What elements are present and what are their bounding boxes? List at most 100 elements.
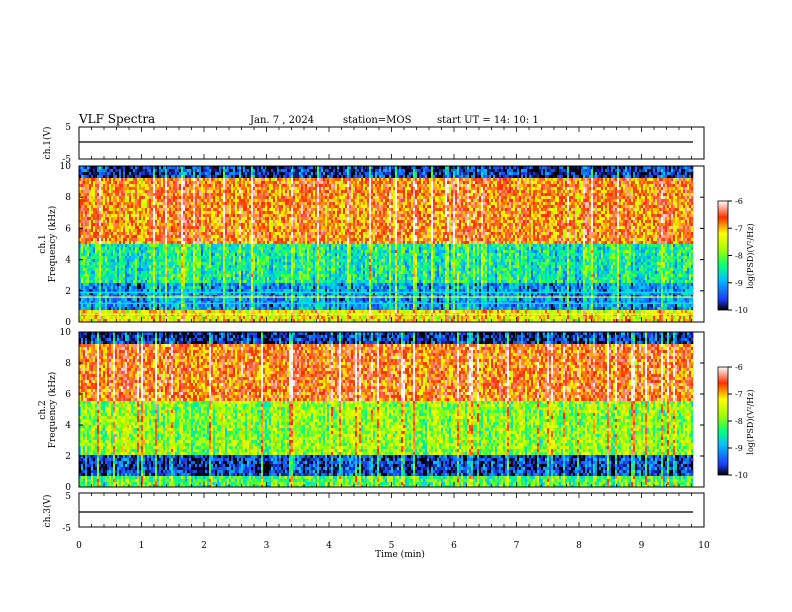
spectrogram-cell xyxy=(621,184,624,188)
spectrogram-cell xyxy=(487,190,490,194)
spectrogram-cell xyxy=(383,208,386,212)
spectrogram-cell xyxy=(135,190,138,194)
spectrogram-cell xyxy=(261,172,264,176)
spectrogram-cell xyxy=(93,178,96,182)
spectrogram-cell xyxy=(379,181,382,185)
spectrogram-cell xyxy=(83,187,86,191)
spectrogram-cell xyxy=(87,169,90,173)
spectrogram-cell xyxy=(641,196,644,200)
spectrogram-cell xyxy=(377,184,380,188)
spectrogram-cell xyxy=(647,178,650,182)
spectrogram-cell xyxy=(145,175,148,179)
spectrogram-cell xyxy=(131,169,134,173)
spectrogram-cell xyxy=(559,196,562,200)
spectrogram-cell xyxy=(195,184,198,188)
spectrogram-cell xyxy=(685,175,688,179)
spectrogram-cell xyxy=(603,208,606,212)
spectrogram-cell xyxy=(497,172,500,176)
spectrogram-cell xyxy=(461,211,464,215)
spectrogram-cell xyxy=(169,211,172,215)
spectrogram-cell xyxy=(117,181,120,185)
spectrogram-cell xyxy=(109,175,112,179)
spectrogram-cell xyxy=(591,196,594,200)
spectrogram-cell xyxy=(331,175,334,179)
spectrogram-cell xyxy=(127,196,130,200)
spectrogram-cell xyxy=(227,187,230,191)
spectrogram-cell xyxy=(145,211,148,215)
spectrogram-cell xyxy=(349,205,352,209)
spectrogram-cell xyxy=(231,205,234,209)
spectrogram-cell xyxy=(357,196,360,200)
spectrogram-cell xyxy=(99,190,102,194)
spectrogram-cell xyxy=(535,181,538,185)
spectrogram-cell xyxy=(591,199,594,203)
spectrogram-cell xyxy=(631,175,634,179)
spectrogram-cell xyxy=(527,196,530,200)
spectrogram-cell xyxy=(597,169,600,173)
spectrogram-cell xyxy=(531,202,534,206)
spectrogram-cell xyxy=(561,208,564,212)
spectrogram-cell xyxy=(407,181,410,185)
spectrogram-cell xyxy=(345,169,348,173)
spectrogram-cell xyxy=(221,202,224,206)
spectrogram-cell xyxy=(101,214,104,218)
spectrogram-cell xyxy=(337,184,340,188)
spectrogram-cell xyxy=(185,166,188,170)
spectrogram-cell xyxy=(485,208,488,212)
spectrogram-cell xyxy=(255,211,258,215)
spectrogram-cell xyxy=(467,202,470,206)
spectrogram-cell xyxy=(427,175,430,179)
spectrogram-cell xyxy=(287,211,290,215)
spectrogram-cell xyxy=(487,166,490,170)
spectrogram-cell xyxy=(157,193,160,197)
spectrogram-cell xyxy=(617,166,620,170)
spectrogram-cell xyxy=(183,175,186,179)
spectrogram-cell xyxy=(257,184,260,188)
spectrogram-cell xyxy=(365,208,368,212)
spectrogram-cell xyxy=(555,178,558,182)
spectrogram-cell xyxy=(483,211,486,215)
spectrogram-cell xyxy=(479,193,482,197)
spectrogram-cell xyxy=(291,178,294,182)
spectrogram-cell xyxy=(277,202,280,206)
spectrogram-cell xyxy=(585,193,588,197)
spectrogram-cell xyxy=(381,172,384,176)
spectrogram-cell xyxy=(545,193,548,197)
spectrogram-cell xyxy=(395,181,398,185)
spectrogram-cell xyxy=(607,172,610,176)
spectrogram-cell xyxy=(245,178,248,182)
spectrogram-cell xyxy=(201,211,204,215)
spectrogram-cell xyxy=(557,190,560,194)
spectrogram-cell xyxy=(689,175,692,179)
spectrogram-cell xyxy=(591,187,594,191)
spectrogram-cell xyxy=(553,205,556,209)
spectrogram-cell xyxy=(589,193,592,197)
spectrogram-cell xyxy=(255,166,258,170)
spectrogram-cell xyxy=(173,190,176,194)
spectrogram-cell xyxy=(643,208,646,212)
spectrogram-cell xyxy=(267,199,270,203)
spectrogram-cell xyxy=(179,184,182,188)
spectrogram-cell xyxy=(137,184,140,188)
spectrogram-cell xyxy=(249,211,252,215)
spectrogram-cell xyxy=(363,211,366,215)
spectrogram-cell xyxy=(191,202,194,206)
spectrogram-cell xyxy=(359,202,362,206)
spectrogram-cell xyxy=(245,169,248,173)
spectrogram-cell xyxy=(477,211,480,215)
spectrogram-cell xyxy=(471,187,474,191)
spectrogram-cell xyxy=(579,205,582,209)
spectrogram-cell xyxy=(689,199,692,203)
spectrogram-cell xyxy=(95,184,98,188)
spectrogram-cell xyxy=(355,193,358,197)
spectrogram-cell xyxy=(533,211,536,215)
spectrogram-cell xyxy=(437,172,440,176)
spectrogram-cell xyxy=(551,196,554,200)
spectrogram-cell xyxy=(89,184,92,188)
spectrogram-cell xyxy=(451,208,454,212)
spectrogram-cell xyxy=(383,187,386,191)
spectrogram-cell xyxy=(411,187,414,191)
spectrogram-cell xyxy=(169,196,172,200)
spectrogram-cell xyxy=(243,193,246,197)
spectrogram-cell xyxy=(597,175,600,179)
